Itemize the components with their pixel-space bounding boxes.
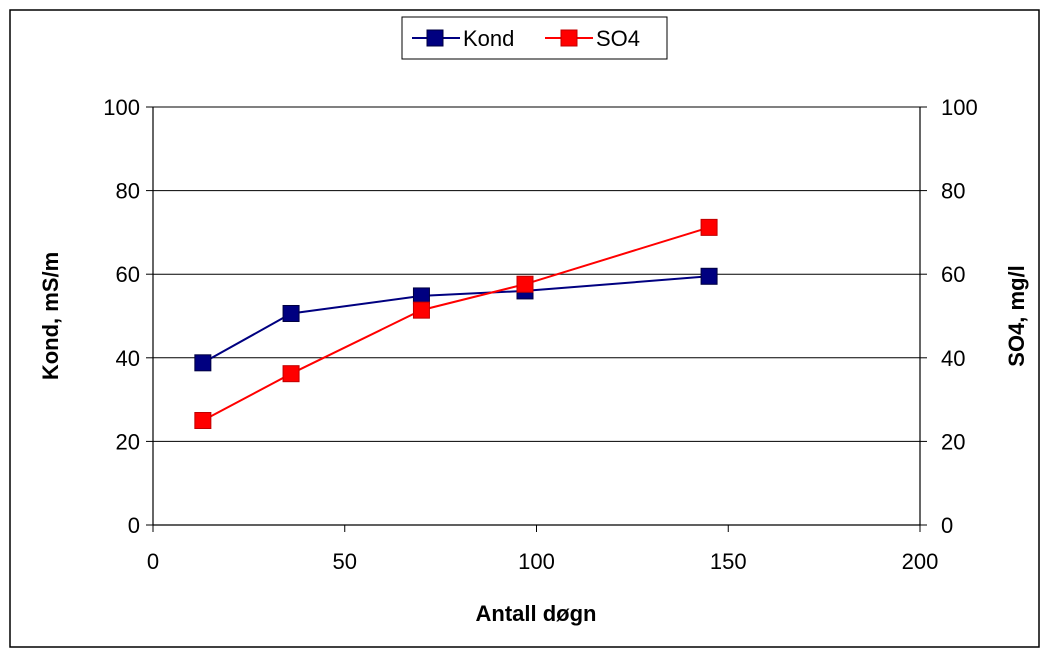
point-so4-2 <box>412 301 430 319</box>
grid-layer <box>153 106 920 442</box>
x-tick-label-200: 200 <box>902 549 939 574</box>
legend-kond-label: Kond <box>463 26 514 51</box>
y2-tick-label-100: 100 <box>941 95 978 120</box>
legend-so4-marker <box>560 29 578 47</box>
y-axis-title: Kond, mS/m <box>38 252 63 380</box>
x-axis-title: Antall døgn <box>476 601 597 626</box>
y2-tick-label-40: 40 <box>941 346 965 371</box>
y-tick-label-60: 60 <box>116 262 140 287</box>
point-kond-0 <box>194 354 212 372</box>
point-so4-1 <box>282 365 300 383</box>
x-tick-label-0: 0 <box>147 549 159 574</box>
y-tick-label-80: 80 <box>116 179 140 204</box>
y-tick-label-40: 40 <box>116 346 140 371</box>
point-kond-1 <box>282 304 300 322</box>
legend-so4-label: SO4 <box>596 26 640 51</box>
series-layer <box>194 218 718 429</box>
x-tick-label-100: 100 <box>518 549 555 574</box>
point-so4-4 <box>700 218 718 236</box>
ticks-layer: 0 20 40 60 80 100 0 20 40 60 80 100 0 50 100 150 200 <box>103 95 977 574</box>
y2-axis-title: SO4, mg/l <box>1004 265 1029 366</box>
y2-tick-label-80: 80 <box>941 179 965 204</box>
y-tick-label-20: 20 <box>116 429 140 454</box>
plot-area <box>152 106 921 526</box>
point-kond-4 <box>700 267 718 285</box>
x-tick-label-50: 50 <box>333 549 357 574</box>
legend-kond-marker <box>426 29 444 47</box>
x-tick-label-150: 150 <box>710 549 747 574</box>
point-so4-0 <box>194 412 212 429</box>
point-so4-3 <box>516 275 534 293</box>
y2-tick-label-0: 0 <box>941 513 953 538</box>
point-kond-2 <box>412 287 430 305</box>
y-tick-label-0: 0 <box>128 513 140 538</box>
legend: Kond SO4 <box>401 16 668 60</box>
y2-tick-label-60: 60 <box>941 262 965 287</box>
y-tick-label-100: 100 <box>103 95 140 120</box>
y2-tick-label-20: 20 <box>941 429 965 454</box>
